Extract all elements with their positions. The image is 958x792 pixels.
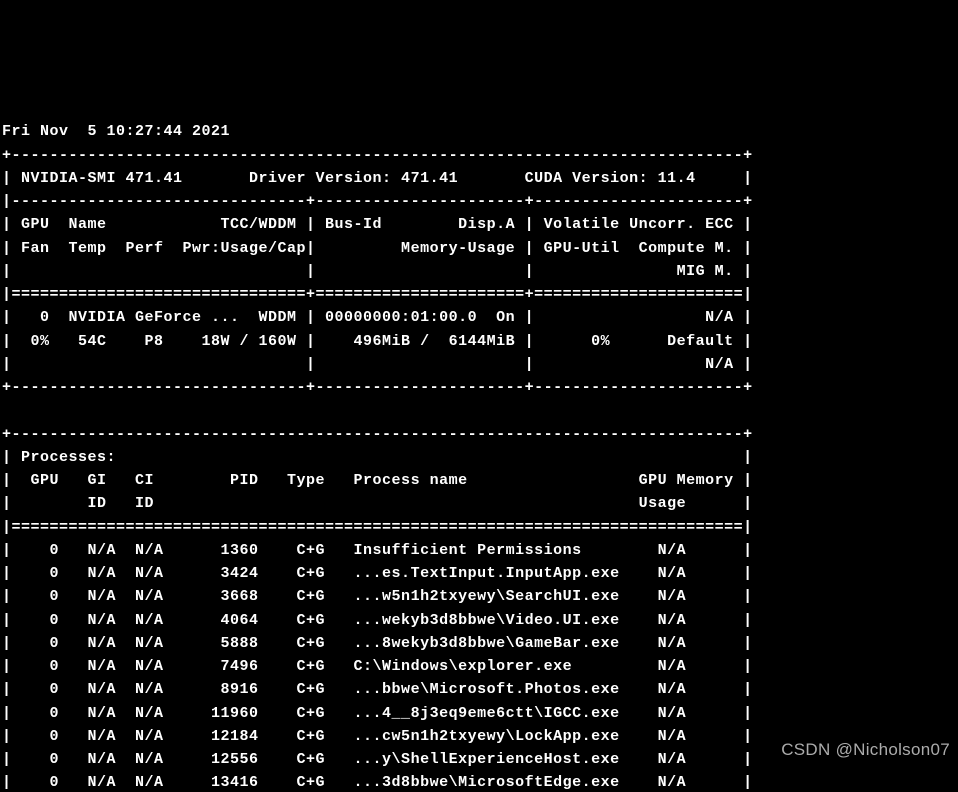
watermark-text: CSDN @Nicholson07 (781, 737, 950, 763)
terminal-output: Fri Nov 5 10:27:44 2021 +---------------… (0, 116, 958, 792)
